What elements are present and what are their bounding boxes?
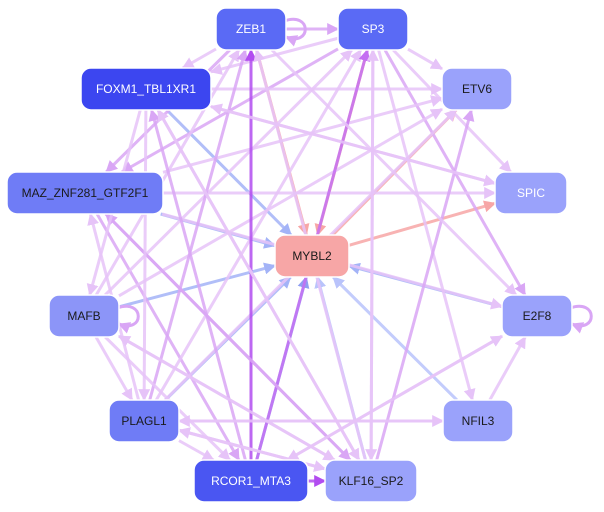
node-plagl1[interactable]: PLAGL1 [108,399,180,443]
node-box [193,459,309,503]
self-loop-e2f8 [569,304,593,334]
edge-plagl1-to-rcor1_mta3 [178,439,215,462]
node-label: ETV6 [462,82,492,96]
node-box [48,294,120,338]
node-box [6,171,164,215]
node-sp3[interactable]: SP3 [337,7,409,51]
node-label: SPIC [517,186,545,200]
edge-klf16_sp2-to-mafb [117,334,336,462]
node-box [108,399,180,443]
edge-e2f8-to-rcor1_mta3 [286,334,503,462]
node-box [274,234,350,278]
node-label: FOXM1_TBL1XR1 [96,82,196,96]
edge-zeb1-to-e2f8 [270,48,518,297]
node-rcor1-mta3[interactable]: RCOR1_MTA3 [193,459,309,503]
edge-sp3-to-foxm1_tbl1xr1 [209,36,339,75]
node-spic[interactable]: SPIC [494,171,568,215]
node-box [215,7,287,51]
node-maz-znf281-gtf2f1[interactable]: MAZ_ZNF281_GTF2F1 [6,171,164,215]
edge-plagl1-to-zeb1 [148,48,249,401]
node-box [80,67,212,111]
node-layer: ZEB1 SP3 FOXM1_TBL1XR1 ETV6 MAZ_ZNF281_GTF2F… [6,7,573,503]
node-klf16-sp2[interactable]: KLF16_SP2 [324,459,418,503]
self-loop-zeb1 [283,17,307,47]
node-box [441,67,513,111]
node-label: MAFB [67,309,100,323]
node-box [501,294,573,338]
node-zeb1[interactable]: ZEB1 [215,7,287,51]
node-label: SP3 [362,22,385,36]
node-label: MYBL2 [292,249,332,263]
edge-rcor1_mta3-to-foxm1_tbl1xr1 [148,108,247,461]
node-nfil3[interactable]: NFIL3 [442,399,514,443]
edge-spic-to-foxm1_tbl1xr1 [209,103,496,185]
edge-mafb-to-plagl1 [94,336,134,402]
edge-plagl1-to-sp3 [154,48,363,401]
node-e2f8[interactable]: E2F8 [501,294,573,338]
node-box [494,171,568,215]
edge-nfil3-to-mybl2 [332,275,458,402]
edge-nfil3-to-e2f8 [488,335,527,401]
edge-foxm1_tbl1xr1-to-klf16_sp2 [156,109,361,462]
node-label: ZEB1 [236,22,266,36]
node-label: RCOR1_MTA3 [211,474,291,488]
node-label: PLAGL1 [121,414,167,428]
node-box [324,459,418,503]
node-label: NFIL3 [462,414,495,428]
node-box [442,399,514,443]
self-loop-mafb [116,304,140,334]
node-label: MAZ_ZNF281_GTF2F1 [22,186,149,200]
node-mybl2[interactable]: MYBL2 [274,234,350,278]
edge-klf16_sp2-to-etv6 [375,108,475,461]
node-etv6[interactable]: ETV6 [441,67,513,111]
node-mafb[interactable]: MAFB [48,294,120,338]
node-box [337,7,409,51]
edge-sp3-to-etv6 [407,47,444,71]
edge-sp3-to-klf16_sp2 [365,49,378,462]
edge-mafb-to-etv6 [118,107,444,298]
edge-zeb1-to-foxm1_tbl1xr1 [181,47,217,70]
node-foxm1-tbl1xr1[interactable]: FOXM1_TBL1XR1 [80,67,212,111]
edge-maz_znf281_gtf2f1-to-etv6 [162,95,444,174]
edge-klf16_sp2-to-maz_znf281_gtf2f1 [104,212,352,462]
node-label: E2F8 [523,309,552,323]
node-label: KLF16_SP2 [339,474,404,488]
edge-layer [86,17,593,487]
edge-sp3-to-nfil3 [377,49,476,402]
edge-foxm1_tbl1xr1-to-plagl1 [138,109,151,402]
